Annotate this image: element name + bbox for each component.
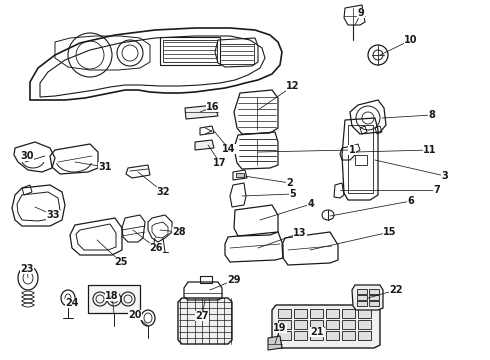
Text: 14: 14 xyxy=(222,144,236,154)
Bar xyxy=(220,44,254,64)
Bar xyxy=(357,295,367,300)
Text: 6: 6 xyxy=(408,196,415,206)
Bar xyxy=(369,295,379,300)
Text: 12: 12 xyxy=(286,81,300,91)
Polygon shape xyxy=(272,338,282,348)
Bar xyxy=(369,289,379,294)
Bar xyxy=(294,331,307,340)
Text: 30: 30 xyxy=(20,151,34,161)
Text: 9: 9 xyxy=(358,8,365,18)
Text: 22: 22 xyxy=(389,285,403,295)
Text: 26: 26 xyxy=(149,243,163,253)
Bar xyxy=(294,309,307,318)
Text: 17: 17 xyxy=(213,158,227,168)
Text: 32: 32 xyxy=(156,187,170,197)
Bar xyxy=(357,301,367,306)
Polygon shape xyxy=(178,298,232,344)
Bar xyxy=(355,155,367,165)
Bar xyxy=(326,320,339,329)
Text: 4: 4 xyxy=(308,199,315,209)
Bar xyxy=(358,331,371,340)
Bar xyxy=(326,309,339,318)
Bar xyxy=(310,320,323,329)
Bar xyxy=(88,285,140,313)
Bar xyxy=(163,40,217,62)
Bar xyxy=(200,276,212,283)
Polygon shape xyxy=(352,285,383,310)
Text: 24: 24 xyxy=(65,298,79,308)
Polygon shape xyxy=(272,305,380,348)
Bar xyxy=(236,173,244,177)
Bar xyxy=(278,309,291,318)
Text: 16: 16 xyxy=(206,102,220,112)
Text: 15: 15 xyxy=(383,227,397,237)
Bar xyxy=(342,331,355,340)
Bar xyxy=(358,309,371,318)
Bar xyxy=(348,125,373,193)
Bar xyxy=(278,331,291,340)
Polygon shape xyxy=(268,336,282,350)
Text: 13: 13 xyxy=(293,228,307,238)
Text: 23: 23 xyxy=(20,264,34,274)
Polygon shape xyxy=(185,105,218,119)
Text: 33: 33 xyxy=(46,210,60,220)
Text: 7: 7 xyxy=(434,185,441,195)
Bar xyxy=(357,289,367,294)
Bar xyxy=(326,331,339,340)
Text: 11: 11 xyxy=(423,145,437,155)
Text: 25: 25 xyxy=(114,257,128,267)
Text: 31: 31 xyxy=(98,162,112,172)
Text: 2: 2 xyxy=(287,178,294,188)
Bar xyxy=(294,320,307,329)
Bar xyxy=(369,301,379,306)
Text: 21: 21 xyxy=(310,327,324,337)
Bar xyxy=(310,309,323,318)
Bar xyxy=(310,331,323,340)
Bar xyxy=(160,37,220,65)
Text: 20: 20 xyxy=(128,310,142,320)
Text: 19: 19 xyxy=(273,323,287,333)
Text: 27: 27 xyxy=(195,311,209,321)
Bar xyxy=(358,320,371,329)
Text: 5: 5 xyxy=(290,189,296,199)
Text: 3: 3 xyxy=(441,171,448,181)
Bar xyxy=(278,320,291,329)
Bar xyxy=(342,320,355,329)
Text: 10: 10 xyxy=(404,35,418,45)
Text: 28: 28 xyxy=(172,227,186,237)
Text: 1: 1 xyxy=(348,145,355,155)
Bar xyxy=(342,309,355,318)
Polygon shape xyxy=(195,140,214,150)
Text: 29: 29 xyxy=(227,275,241,285)
Text: 18: 18 xyxy=(105,291,119,301)
Text: 8: 8 xyxy=(429,110,436,120)
